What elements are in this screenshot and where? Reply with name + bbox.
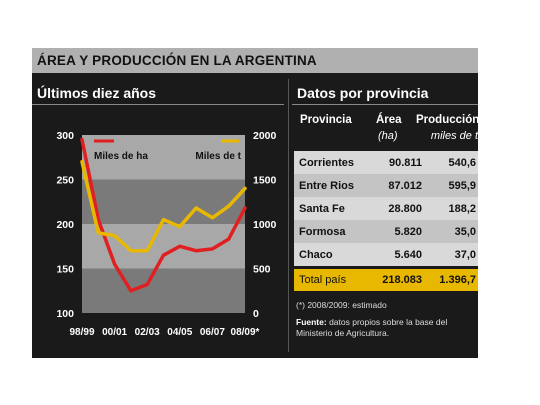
right-title-underline	[292, 104, 478, 105]
x-tick-label: 04/05	[167, 327, 192, 338]
y-right-tick-label: 2000	[253, 130, 277, 142]
source-label: Fuente:	[296, 317, 327, 327]
cell-area: 90.811	[388, 157, 422, 169]
chart-section-title: Últimos diez años	[37, 85, 157, 101]
cell-provincia: Corrientes	[299, 157, 355, 169]
total-row: Total país 218.083 1.396,7	[294, 269, 478, 291]
cell-produccion: 540,6	[448, 157, 476, 169]
table-row: Entre Rios 87.012 595,9	[294, 174, 478, 197]
col-unit-area: (ha)	[378, 130, 398, 142]
province-table: Corrientes 90.811 540,6 Entre Rios 87.01…	[294, 151, 478, 266]
series-line	[80, 137, 247, 293]
table-section-title: Datos por provincia	[297, 85, 429, 101]
cell-provincia: Chaco	[299, 249, 333, 261]
x-tick-label: 98/99	[69, 327, 94, 338]
source-text: datos propios sobre la base del Minister…	[296, 317, 448, 338]
table-row: Chaco 5.640 37,0	[294, 243, 478, 266]
total-produccion: 1.396,7	[439, 274, 476, 286]
legend-label: Miles de ha	[94, 151, 148, 162]
y-right-tick-label: 1500	[253, 175, 277, 187]
source-note: Fuente: datos propios sobre la base del …	[296, 317, 474, 339]
y-left-tick-label: 300	[56, 130, 74, 142]
cell-area: 87.012	[388, 180, 422, 192]
cell-area: 5.820	[394, 226, 422, 238]
y-left-tick-label: 250	[56, 175, 74, 187]
y-right-tick-label: 0	[253, 308, 259, 320]
total-area: 218.083	[382, 274, 422, 286]
legend-label: Miles de t	[195, 151, 241, 162]
cell-provincia: Formosa	[299, 226, 346, 238]
y-left-tick-label: 100	[56, 308, 74, 320]
y-right-tick-label: 1000	[253, 219, 277, 231]
line-chart: 100 150 200 250 300 0 500 1000 1500 2000 98/99 00/0…	[56, 130, 277, 338]
footnote: (*) 2008/2009: estimado	[296, 300, 387, 310]
table-row: Santa Fe 28.800 188,2	[294, 197, 478, 220]
left-title-underline	[32, 104, 284, 105]
series-line	[80, 159, 247, 253]
infographic-panel: ÁREA Y PRODUCCIÓN EN LA ARGENTINA Último…	[32, 48, 478, 358]
cell-provincia: Entre Rios	[299, 180, 355, 192]
cell-produccion: 35,0	[454, 226, 476, 238]
main-title: ÁREA Y PRODUCCIÓN EN LA ARGENTINA	[32, 48, 478, 73]
cell-produccion: 37,0	[454, 249, 476, 261]
x-tick-label: 02/03	[135, 327, 160, 338]
plot-band	[82, 268, 245, 313]
cell-provincia: Santa Fe	[299, 203, 345, 215]
table-row: Formosa 5.820 35,0	[294, 220, 478, 243]
cell-produccion: 188,2	[448, 203, 476, 215]
col-unit-produccion: miles de t	[430, 130, 478, 142]
y-left-tick-label: 200	[56, 219, 74, 231]
y-right-tick-label: 500	[253, 264, 271, 276]
col-header-produccion: Producción	[416, 114, 478, 126]
cell-produccion: 595,9	[448, 180, 476, 192]
y-left-tick-label: 150	[56, 264, 74, 276]
x-tick-label: 00/01	[102, 327, 127, 338]
x-tick-label: 06/07	[200, 327, 225, 338]
table-row: Corrientes 90.811 540,6	[294, 151, 478, 174]
col-header-provincia: Provincia	[300, 114, 352, 126]
total-label: Total país	[299, 274, 347, 286]
plot-band	[82, 179, 245, 224]
cell-area: 5.640	[394, 249, 422, 261]
col-header-area: Área	[376, 114, 402, 126]
cell-area: 28.800	[388, 203, 422, 215]
section-divider	[288, 79, 289, 352]
x-tick-label: 08/09*	[231, 327, 260, 338]
